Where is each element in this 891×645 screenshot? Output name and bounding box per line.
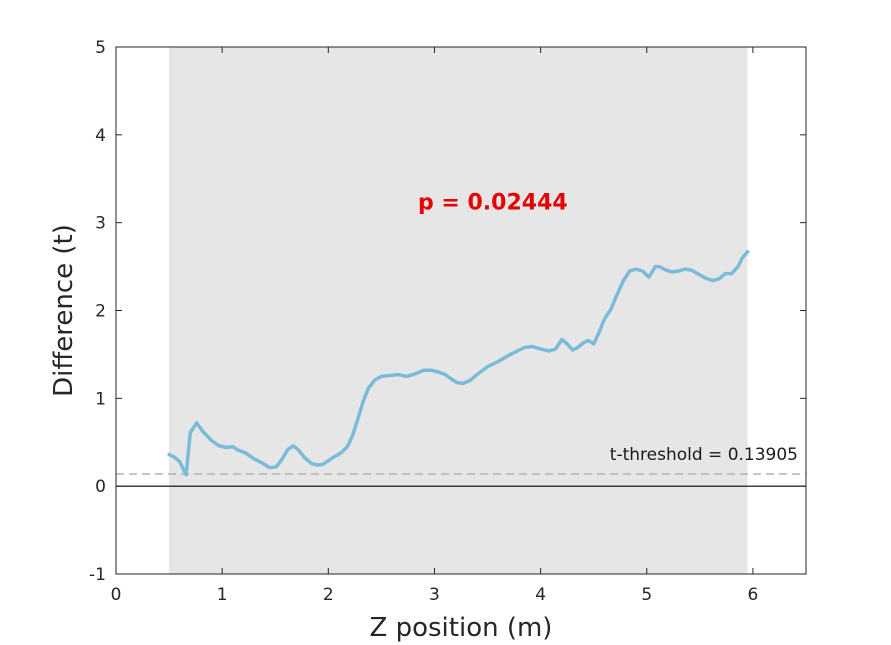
x-tick-label: 0 <box>111 585 122 605</box>
series-group <box>167 249 750 477</box>
x-axis-title: Z position (m) <box>370 613 553 643</box>
threshold-label: t-threshold = 0.13905 <box>610 445 798 465</box>
y-tick-label: 5 <box>95 38 106 58</box>
shaded-region <box>169 47 748 574</box>
x-tick-label: 1 <box>217 585 228 605</box>
x-tick-label: 5 <box>641 585 652 605</box>
y-tick-label: 3 <box>95 214 106 234</box>
y-tick-label: 1 <box>95 389 106 409</box>
x-tick-label: 4 <box>535 585 546 605</box>
y-tick-label: -1 <box>89 565 106 585</box>
y-axis-title: Difference (t) <box>49 224 79 397</box>
y-tick-label: 0 <box>95 477 106 497</box>
x-tick-label: 6 <box>748 585 759 605</box>
x-tick-label: 3 <box>429 585 440 605</box>
x-tick-label: 2 <box>323 585 334 605</box>
p-value-annotation: p = 0.02444 <box>418 190 568 215</box>
series-line-0 <box>167 249 750 477</box>
y-tick-label: 2 <box>95 302 106 322</box>
y-tick-label: 4 <box>95 126 106 146</box>
